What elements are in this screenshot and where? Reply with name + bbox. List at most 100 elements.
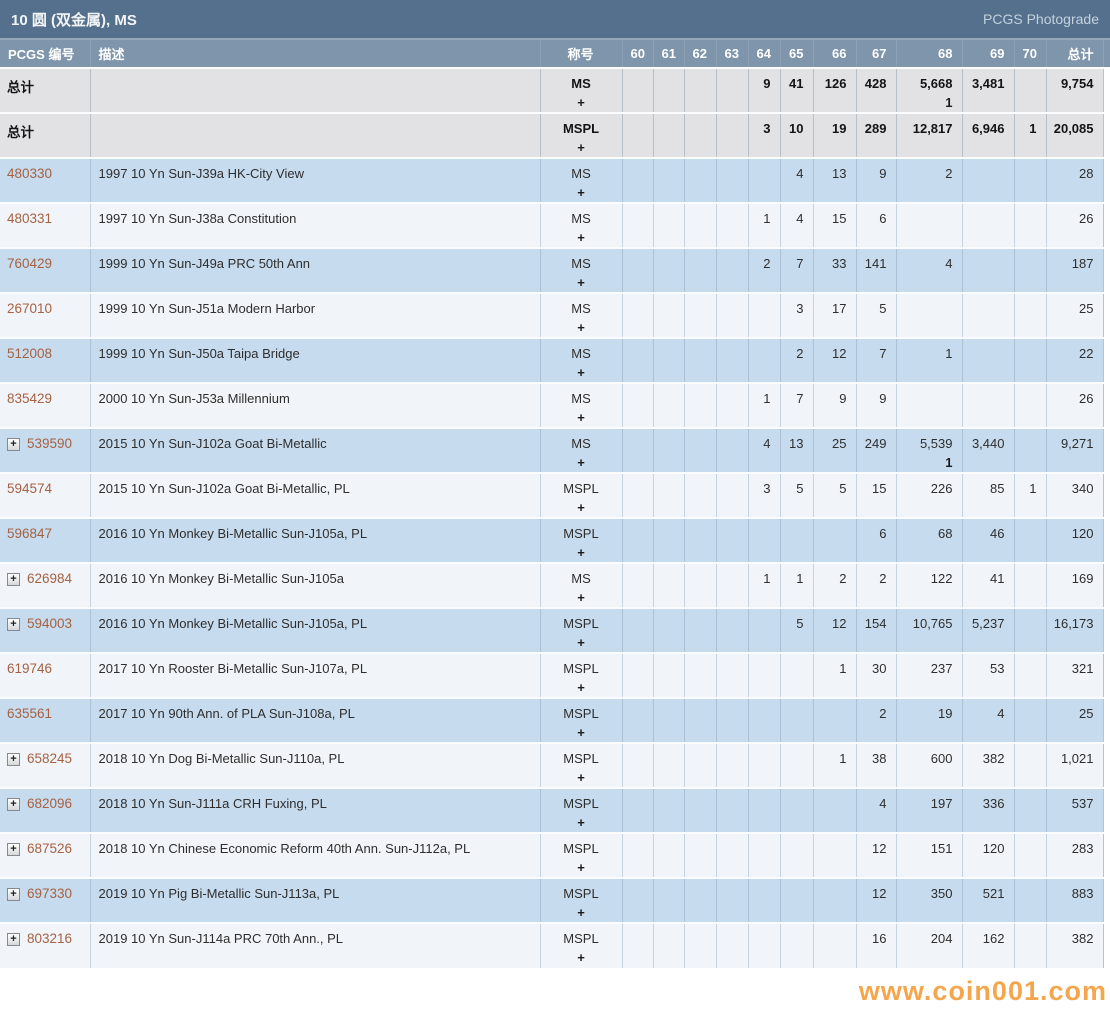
photograde-link[interactable]: PCGS Photograde bbox=[983, 11, 1099, 27]
page-title: 10 圆 (双金属), MS bbox=[11, 11, 137, 29]
grade-67-cell: 9 bbox=[855, 382, 896, 428]
grade-count: 46 bbox=[990, 526, 1005, 541]
grade-62-cell bbox=[683, 697, 716, 743]
grade-68-cell: 5,539 1 bbox=[895, 427, 962, 473]
pcgs-number-link[interactable]: 658245 bbox=[27, 751, 73, 766]
pcgs-number-link[interactable]: 619746 bbox=[7, 661, 53, 676]
coin-row: +682096 2018 10 Yn Sun-J111a CRH Fuxing, … bbox=[0, 787, 1110, 833]
grade-count: 1 bbox=[796, 571, 804, 586]
row-total-cell: 26 bbox=[1045, 382, 1103, 428]
expand-icon[interactable]: + bbox=[7, 888, 20, 901]
grade-60-cell bbox=[621, 607, 653, 653]
grade-63-cell bbox=[715, 697, 748, 743]
row-total-cell: 169 bbox=[1045, 562, 1103, 608]
grade-62-cell bbox=[683, 427, 716, 473]
pcgs-number-link[interactable]: 635561 bbox=[7, 706, 53, 721]
grade-64-cell: 3 bbox=[747, 472, 780, 518]
designation-cell: MSPL + bbox=[539, 652, 622, 698]
grade-68-cell: 197 bbox=[895, 787, 962, 833]
grade-70-cell bbox=[1013, 787, 1046, 833]
grade-count: 5 bbox=[796, 481, 804, 496]
expand-icon[interactable]: + bbox=[7, 933, 20, 946]
pcgs-number-link[interactable]: 835429 bbox=[7, 391, 53, 406]
grade-60-cell bbox=[621, 742, 653, 788]
designation-label: MS bbox=[571, 391, 591, 406]
pcgs-number-link[interactable]: 512008 bbox=[7, 346, 53, 361]
grade-67-cell: 249 bbox=[855, 427, 896, 473]
designation-label: MS bbox=[571, 76, 591, 91]
grade-66-cell: 9 bbox=[812, 382, 856, 428]
grade-68-cell: 122 bbox=[895, 562, 962, 608]
filler-cell bbox=[1102, 742, 1110, 788]
pcgs-number-link[interactable]: 803216 bbox=[27, 931, 73, 946]
description-cell: 1997 10 Yn Sun-J39a HK-City View bbox=[89, 157, 540, 203]
grade-66-cell bbox=[812, 517, 856, 563]
pcgs-number-link[interactable]: 682096 bbox=[27, 796, 73, 811]
grade-count: 289 bbox=[864, 121, 887, 136]
designation-label: MS bbox=[571, 256, 591, 271]
expand-icon[interactable]: + bbox=[7, 438, 20, 451]
grade-count: 6,946 bbox=[971, 121, 1005, 136]
filler-cell bbox=[1102, 112, 1110, 158]
column-header-4: 61 bbox=[652, 38, 684, 68]
plus-designation-label: + bbox=[577, 500, 585, 515]
description-cell: 1999 10 Yn Sun-J49a PRC 50th Ann bbox=[89, 247, 540, 293]
expand-icon[interactable]: + bbox=[7, 843, 20, 856]
grade-68-cell: 226 bbox=[895, 472, 962, 518]
grade-70-cell bbox=[1013, 202, 1046, 248]
pcgs-number-link[interactable]: 596847 bbox=[7, 526, 53, 541]
grade-62-cell bbox=[683, 337, 716, 383]
pcgs-number-link[interactable]: 760429 bbox=[7, 256, 53, 271]
filler-cell bbox=[1102, 337, 1110, 383]
plus-designation-label: + bbox=[577, 680, 585, 695]
expand-icon[interactable]: + bbox=[7, 798, 20, 811]
expand-icon[interactable]: + bbox=[7, 618, 20, 631]
pcgs-number-link[interactable]: 539590 bbox=[27, 436, 73, 451]
grade-count: 3,440 bbox=[971, 436, 1005, 451]
row-total-cell: 28 bbox=[1045, 157, 1103, 203]
pcgs-number-link[interactable]: 697330 bbox=[27, 886, 73, 901]
grade-67-cell: 30 bbox=[855, 652, 896, 698]
pcgs-number-cell: 635561 bbox=[0, 697, 90, 743]
grade-67-cell: 5 bbox=[855, 292, 896, 338]
grade-67-cell: 7 bbox=[855, 337, 896, 383]
grade-70-cell: 1 bbox=[1013, 112, 1046, 158]
expand-icon[interactable]: + bbox=[7, 573, 20, 586]
pcgs-number-link[interactable]: 480331 bbox=[7, 211, 53, 226]
expand-icon[interactable]: + bbox=[7, 753, 20, 766]
plus-designation-label: + bbox=[577, 590, 585, 605]
grade-60-cell bbox=[621, 562, 653, 608]
pcgs-number-link[interactable]: 267010 bbox=[7, 301, 53, 316]
grade-65-cell bbox=[779, 517, 813, 563]
coin-row: +697330 2019 10 Yn Pig Bi-Metallic Sun-J1… bbox=[0, 877, 1110, 923]
pcgs-number-cell: +687526 bbox=[0, 832, 90, 878]
grade-65-cell: 41 bbox=[779, 67, 813, 113]
grade-count: 5 bbox=[879, 301, 887, 316]
description-cell bbox=[89, 67, 540, 113]
grade-count: 85 bbox=[990, 481, 1005, 496]
grade-66-cell bbox=[812, 787, 856, 833]
designation-label: MS bbox=[571, 211, 591, 226]
grade-count: 33 bbox=[832, 256, 847, 271]
grade-63-cell bbox=[715, 67, 748, 113]
coin-row: 635561 2017 10 Yn 90th Ann. of PLA Sun-J1… bbox=[0, 697, 1110, 743]
grade-count: 4 bbox=[879, 796, 887, 811]
pcgs-number-link[interactable]: 594574 bbox=[7, 481, 53, 496]
coin-row: +803216 2019 10 Yn Sun-J114a PRC 70th Ann… bbox=[0, 922, 1110, 968]
totals-row: 总计 MS +9 41 126 428 5,668 1 3,481 9,754 bbox=[0, 67, 1110, 113]
pcgs-number-link[interactable]: 594003 bbox=[27, 616, 73, 631]
grade-count: 2 bbox=[945, 166, 953, 181]
grade-65-cell bbox=[779, 742, 813, 788]
pcgs-number-link[interactable]: 480330 bbox=[7, 166, 53, 181]
pcgs-number-cell: +594003 bbox=[0, 607, 90, 653]
grade-count: 12 bbox=[832, 616, 847, 631]
pcgs-number-cell: 总计 bbox=[0, 67, 90, 113]
grade-count: 1 bbox=[1029, 481, 1037, 496]
pcgs-number-cell: +697330 bbox=[0, 877, 90, 923]
grade-68-cell: 12,817 bbox=[895, 112, 962, 158]
grade-count: 9 bbox=[763, 76, 771, 91]
row-total-cell: 120 bbox=[1045, 517, 1103, 563]
pcgs-number-link[interactable]: 687526 bbox=[27, 841, 73, 856]
pcgs-number-link[interactable]: 626984 bbox=[27, 571, 73, 586]
grade-68-cell: 2 bbox=[895, 157, 962, 203]
